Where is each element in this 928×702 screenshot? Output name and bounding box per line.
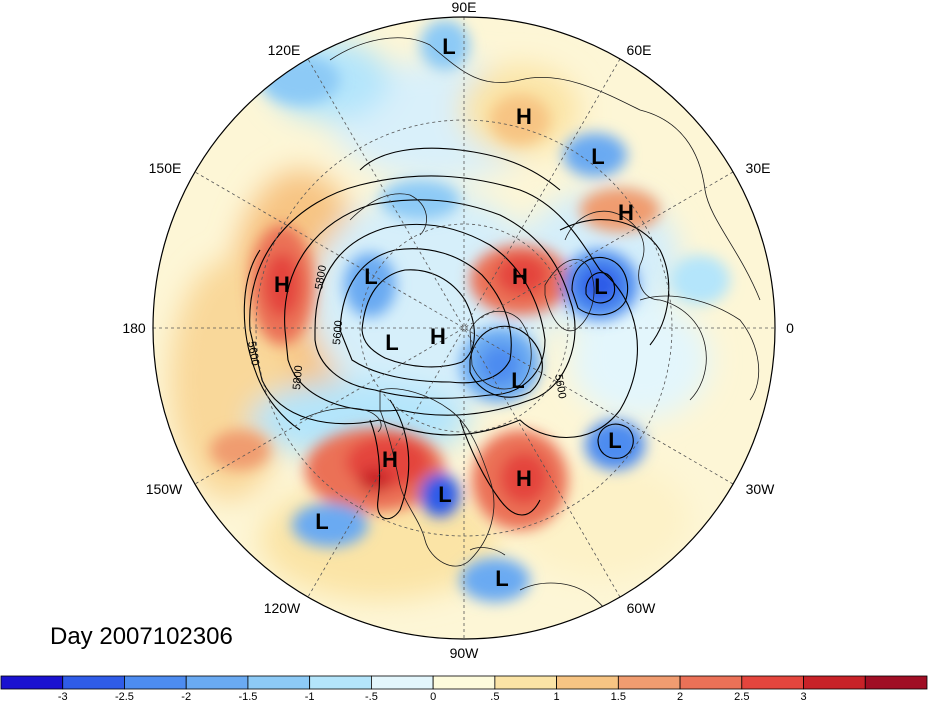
high-center-pole: H	[430, 324, 446, 349]
coastline-europe	[564, 210, 707, 401]
contour-pacific-ridge	[243, 249, 301, 431]
low-center-greenland: L	[511, 368, 524, 393]
colorbar-swatch	[62, 675, 125, 690]
colorbar-swatch	[494, 675, 558, 690]
longitude-labels: 90E 60E 30E 0 30W 60W 90W 120W 150W 180 …	[122, 0, 794, 661]
lon-label-90e: 90E	[452, 0, 477, 15]
colorbar-swatch	[864, 675, 928, 690]
colorbar-swatch	[803, 675, 866, 690]
colorbar-tick-label: -2.5	[115, 691, 134, 702]
pressure-centers: L H L H H L H L H L L L H L H L L	[274, 34, 634, 591]
meridian-30w-150e	[194, 171, 734, 485]
colorbar-tick-label: 3	[800, 691, 806, 702]
meridian-60w-120e	[307, 58, 621, 598]
lon-label-30w: 30W	[746, 481, 776, 497]
contour-label-5800-west: 5800	[313, 264, 329, 290]
contour-5500	[339, 248, 512, 384]
colorbar-swatch	[432, 675, 496, 690]
low-center-atlantic-mid: L	[608, 428, 621, 453]
low-center-great-lakes: L	[438, 482, 451, 507]
low-center-canada-west: L	[385, 330, 398, 355]
colorbar-swatch	[370, 675, 434, 690]
colorbar-tick-label: .5	[490, 691, 499, 702]
contour-label-5600-east: 5600	[552, 373, 568, 399]
colorbar-tick-label: -1.5	[238, 691, 257, 702]
graticule	[153, 17, 775, 639]
colorbar-tick-label: 0	[430, 691, 436, 702]
colorbar-swatch	[0, 675, 64, 690]
contour-5800-outer	[249, 175, 638, 439]
colorbar-tick-label: 2.5	[734, 691, 749, 702]
height-contours	[243, 147, 670, 520]
contour-label-5600-far-west: 5600	[245, 340, 261, 366]
lon-label-120e: 120E	[268, 42, 301, 58]
contour-asia-trough	[359, 147, 561, 191]
coastline-eurasia-north	[329, 37, 761, 301]
colorbar-tick-label: -.5	[365, 691, 378, 702]
colorbar-swatch	[679, 675, 743, 690]
lon-label-150e: 150E	[149, 160, 182, 176]
lon-label-120w: 120W	[264, 600, 301, 616]
coastline-siberia-east	[349, 193, 427, 236]
colorbar-tick-label: 1	[554, 691, 560, 702]
high-center-scandinavia: H	[512, 264, 528, 289]
lon-label-60e: 60E	[627, 42, 652, 58]
colorbar-swatch	[309, 675, 372, 690]
colorbar-swatch	[741, 675, 804, 690]
coastlines	[299, 37, 761, 639]
contour-east-na	[459, 419, 541, 516]
high-center-west-north-america: H	[382, 447, 398, 472]
lon-label-180: 180	[122, 320, 146, 336]
contour-labels: 5800 5600 5800 5600 5600	[245, 264, 568, 399]
low-center-siberia-north: L	[442, 34, 455, 59]
lon-label-60w: 60W	[627, 600, 657, 616]
colorbar-swatch	[617, 675, 681, 690]
contour-low-atlantic	[597, 423, 634, 459]
contour-5600-b	[469, 325, 543, 398]
low-center-beaufort: L	[364, 264, 377, 289]
low-center-caribbean: L	[495, 566, 508, 591]
high-center-west-atlantic: H	[516, 466, 532, 491]
map-boundary	[152, 16, 776, 640]
contour-low-ural	[571, 256, 629, 316]
high-center-europe-east: H	[618, 200, 634, 225]
colorbar-swatch	[247, 675, 311, 690]
lon-label-0: 0	[786, 320, 794, 336]
high-center-siberia: H	[516, 104, 532, 129]
contour-label-5800-sw: 5800	[291, 365, 305, 390]
low-center-east-pacific: L	[315, 509, 328, 534]
contour-europe	[559, 219, 670, 346]
lon-label-90w: 90W	[450, 645, 480, 661]
colorbar-swatch	[185, 675, 249, 690]
contour-5600	[314, 223, 546, 399]
colorbar-tick-label: 1.5	[611, 691, 626, 702]
day-title: Day 2007102306	[50, 623, 233, 650]
contour-label-5600-west: 5600	[331, 320, 345, 345]
colorbar-swatch	[124, 675, 187, 690]
colorbar-swatch	[556, 675, 619, 690]
lon-label-150w: 150W	[146, 481, 183, 497]
colorbar: -3 -2.5 -2 -1.5 -1 -.5 0 .5 1 1.5 2 2.5 3	[0, 675, 928, 702]
low-center-north-atlantic: L	[594, 274, 607, 299]
colorbar-tick-label: -1	[305, 691, 315, 702]
coastline-caribbean	[469, 547, 506, 556]
low-center-urals: L	[591, 144, 604, 169]
lon-label-30e: 30E	[746, 160, 771, 176]
colorbar-tick-label: 2	[677, 691, 683, 702]
colorbar-tick-label: -2	[181, 691, 191, 702]
contour-west-na	[369, 399, 410, 520]
meridian-30e-150w	[194, 171, 734, 485]
colorbar-tick-label: -3	[58, 691, 68, 702]
meridian-60e-120w	[307, 58, 621, 598]
coastline-north-america	[379, 388, 495, 567]
coastline-greenland	[469, 311, 532, 390]
high-center-pacific: H	[274, 272, 290, 297]
coastline-scandinavia	[544, 259, 595, 332]
coastline-africa	[639, 295, 760, 401]
